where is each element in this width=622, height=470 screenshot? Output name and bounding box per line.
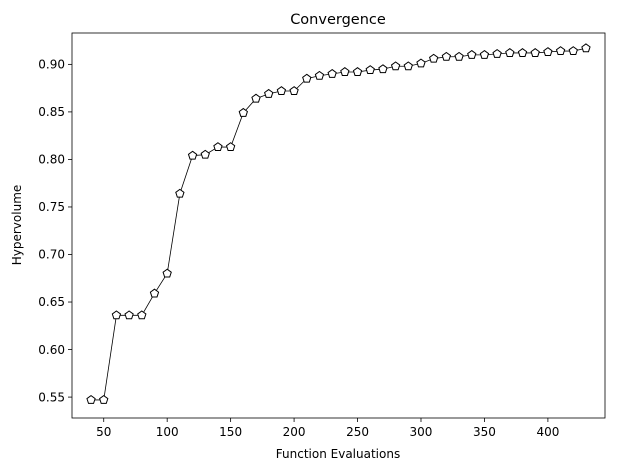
data-point xyxy=(162,268,172,278)
x-tick-label: 100 xyxy=(156,425,179,439)
chart-title: Convergence xyxy=(290,12,386,28)
x-tick-label: 300 xyxy=(410,425,433,439)
data-point xyxy=(492,48,502,58)
data-point xyxy=(454,51,464,61)
data-point xyxy=(238,107,248,117)
data-point xyxy=(251,93,261,103)
y-axis: 0.55 0.60 0.65 0.70 0.75 0.80 0.85 0.90 xyxy=(38,58,72,404)
data-point xyxy=(289,86,299,95)
data-point xyxy=(555,46,566,56)
data-point xyxy=(200,149,210,159)
x-tick-label: 200 xyxy=(283,425,306,439)
y-tick-label: 0.60 xyxy=(38,343,65,357)
data-point xyxy=(225,142,236,152)
data-point xyxy=(327,68,337,78)
x-tick-label: 50 xyxy=(96,425,111,439)
data-point xyxy=(568,46,578,56)
y-tick-label: 0.90 xyxy=(38,58,65,72)
data-point xyxy=(467,49,477,59)
data-point xyxy=(99,395,109,404)
y-tick-label: 0.55 xyxy=(38,390,65,404)
data-point xyxy=(517,48,528,57)
data-point xyxy=(111,310,122,320)
data-point xyxy=(187,150,198,160)
data-point xyxy=(124,310,134,320)
x-tick-label: 150 xyxy=(219,425,242,439)
data-point xyxy=(175,188,185,198)
data-point xyxy=(137,310,147,320)
data-point xyxy=(543,47,553,56)
data-point xyxy=(441,51,452,61)
data-point xyxy=(530,48,540,57)
y-tick-label: 0.85 xyxy=(38,105,65,119)
y-tick-label: 0.80 xyxy=(38,153,65,167)
y-tick-label: 0.75 xyxy=(38,200,65,214)
data-point xyxy=(276,86,287,95)
x-tick-label: 350 xyxy=(473,425,496,439)
data-point xyxy=(264,88,274,98)
data-point xyxy=(505,48,515,57)
y-tick-label: 0.70 xyxy=(38,248,65,262)
data-point xyxy=(213,142,223,152)
data-point xyxy=(340,67,350,76)
data-point xyxy=(581,43,591,53)
data-point xyxy=(403,61,413,71)
x-tick-label: 250 xyxy=(346,425,369,439)
data-point xyxy=(149,288,160,298)
data-point xyxy=(352,67,363,76)
data-point xyxy=(302,73,312,83)
data-point xyxy=(429,53,439,63)
x-axis: 50 100 150 200 250 300 350 400 xyxy=(96,418,559,439)
data-point xyxy=(314,70,325,80)
x-tick-label: 400 xyxy=(536,425,559,439)
data-point xyxy=(390,61,401,71)
data-point xyxy=(86,395,96,404)
y-axis-label: Hypervolume xyxy=(10,185,24,266)
data-point xyxy=(416,58,426,68)
x-axis-label: Function Evaluations xyxy=(276,447,400,461)
y-tick-label: 0.65 xyxy=(38,295,65,309)
data-point xyxy=(479,49,490,59)
data-point xyxy=(365,65,375,75)
data-point xyxy=(378,64,388,74)
plot-frame xyxy=(71,32,606,419)
series-line xyxy=(91,47,587,401)
series-hypervolume xyxy=(86,43,591,404)
